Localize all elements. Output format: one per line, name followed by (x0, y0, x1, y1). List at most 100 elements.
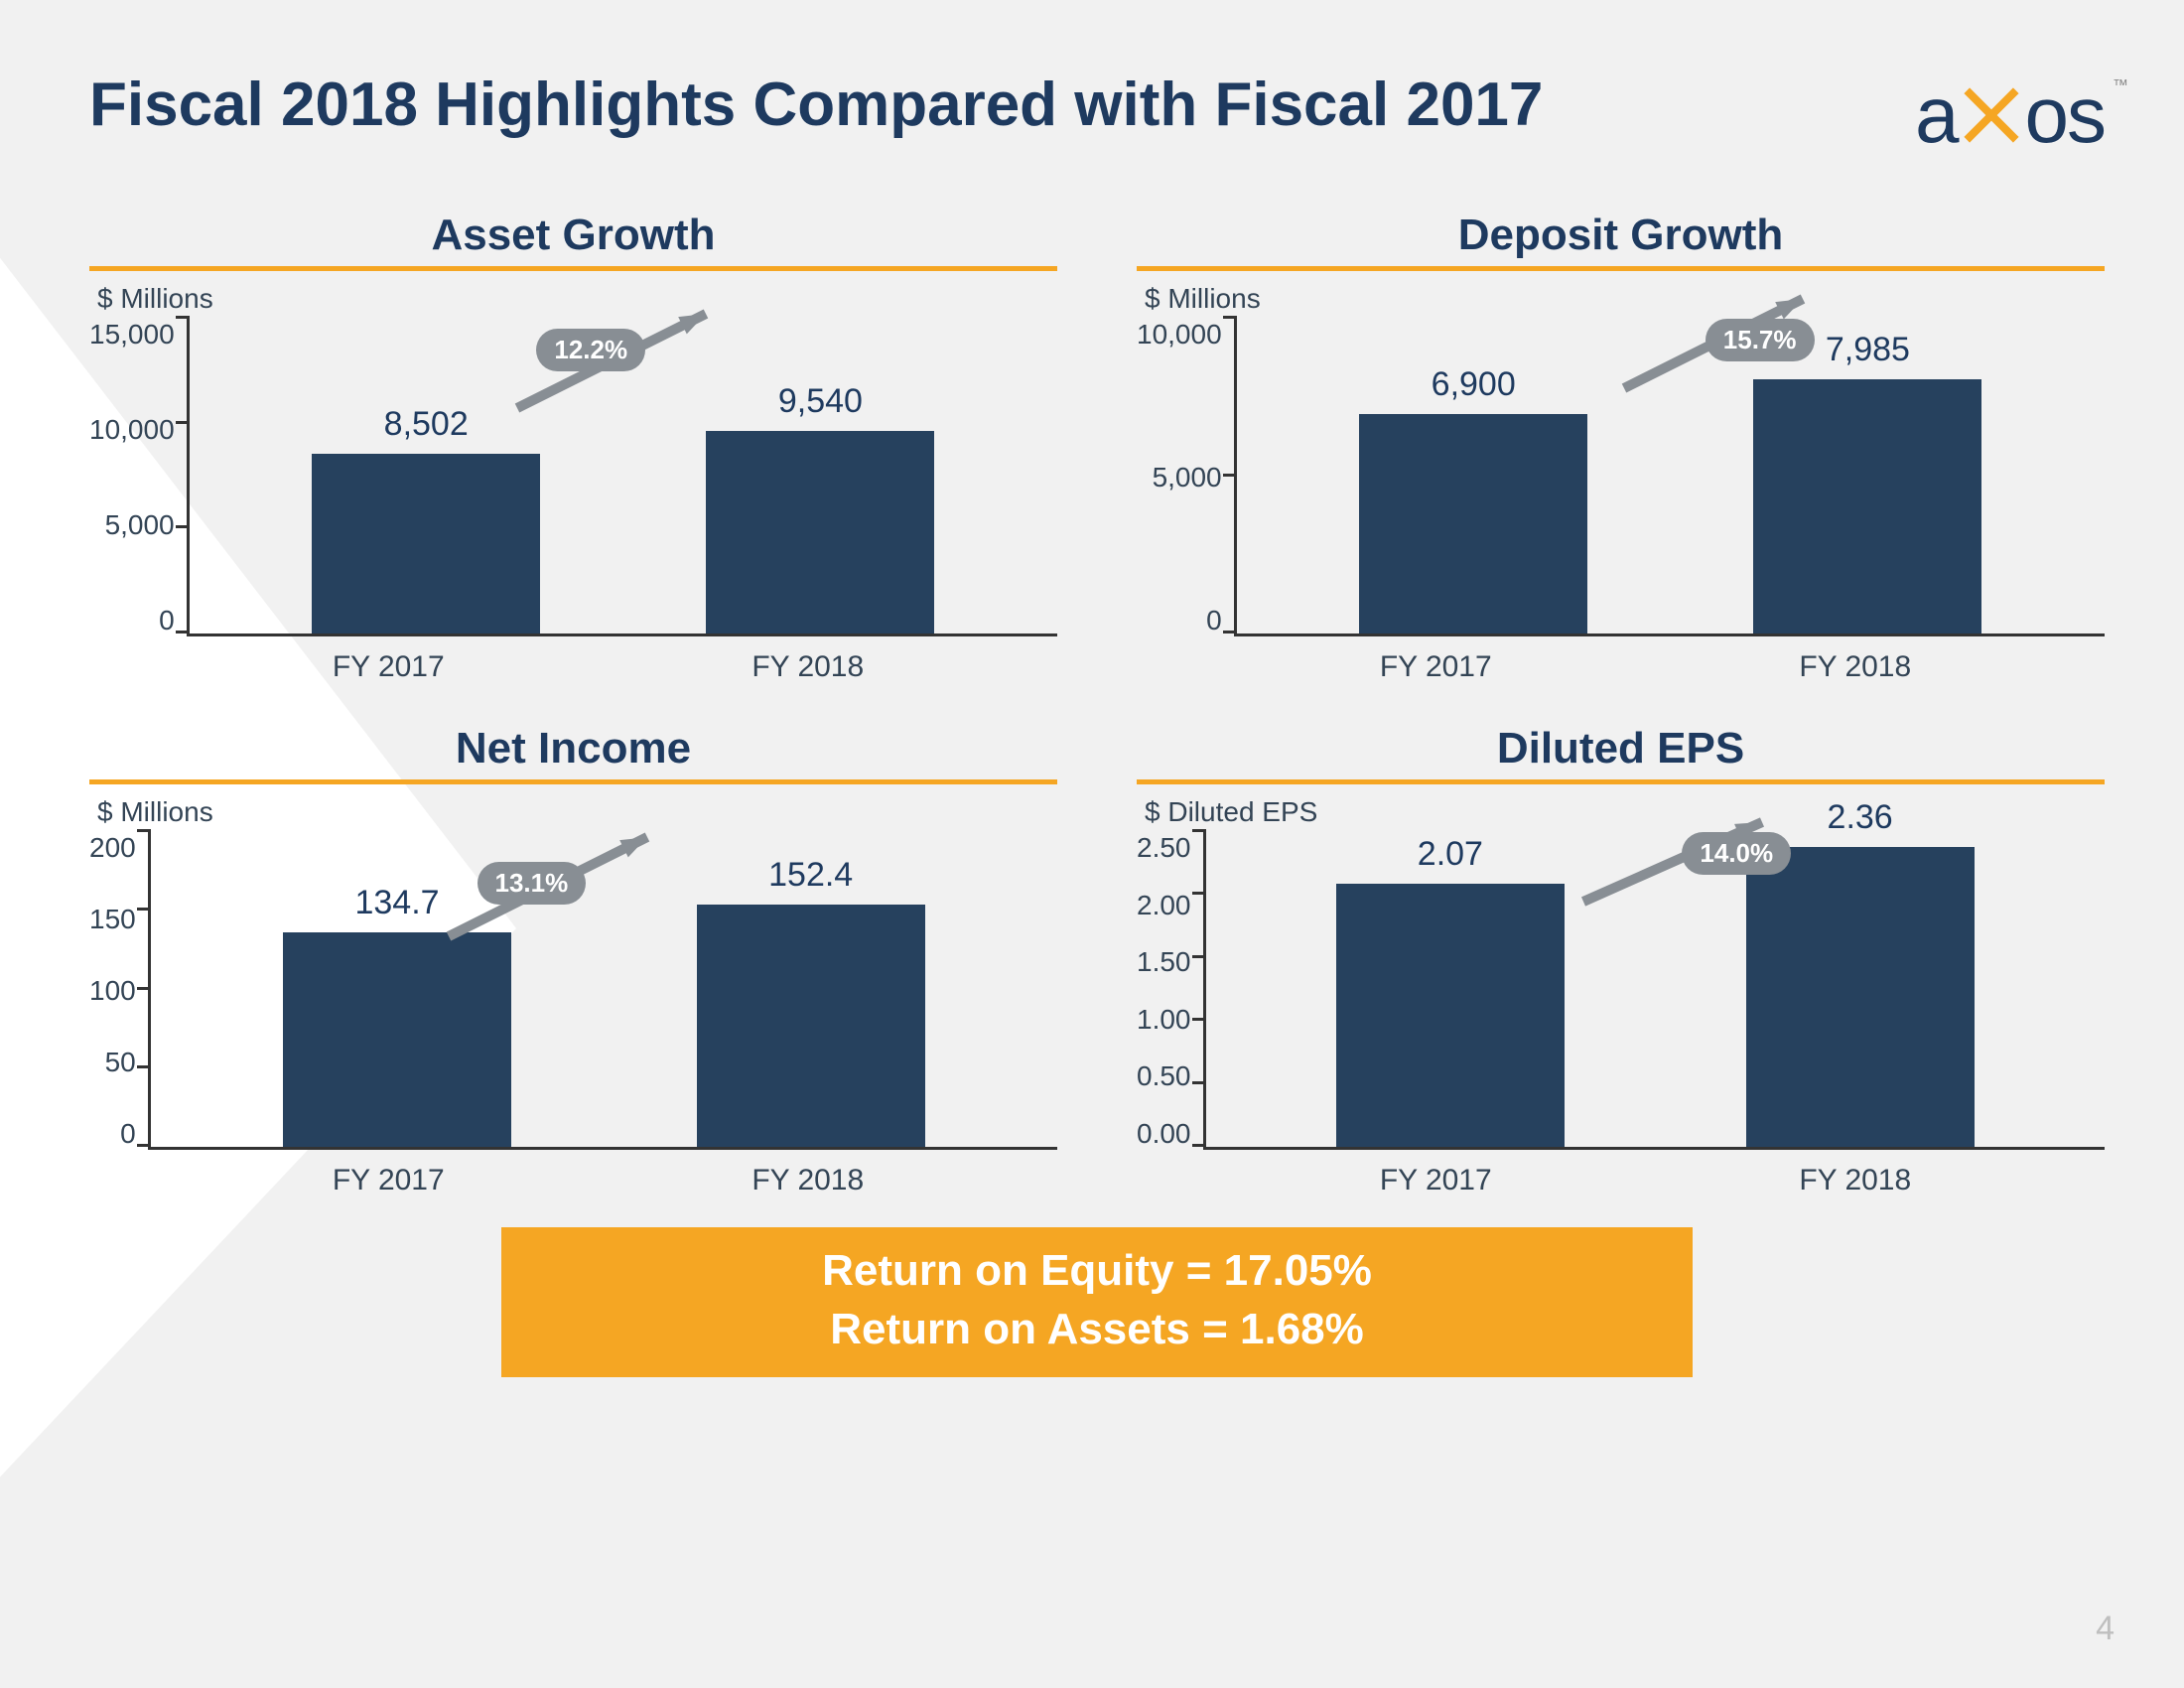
y-tick-mark (137, 1144, 151, 1147)
bar (283, 932, 511, 1147)
x-tick-label: FY 2017 (259, 1164, 517, 1197)
y-tick-label: 10,000 (1137, 319, 1222, 351)
logo-x-icon (1962, 85, 2021, 145)
bar (706, 431, 934, 633)
plot: 8,502 9,540 12.2% (187, 319, 1057, 636)
y-tick-mark (176, 316, 190, 319)
growth-badge: 13.1% (478, 862, 587, 905)
y-tick-mark (1192, 1081, 1206, 1084)
bar-group: 152.4 (682, 856, 940, 1147)
x-tick-label: FY 2018 (1726, 1164, 1984, 1197)
bar-value-label: 134.7 (354, 884, 439, 922)
x-tick-label: FY 2017 (259, 650, 517, 684)
y-tick-mark (1223, 474, 1237, 477)
plot: 2.072.3614.0% (1203, 832, 2106, 1150)
bar-group: 6,900 (1344, 365, 1602, 633)
chart-area: 2.502.001.501.000.500.002.072.3614.0% (1137, 832, 2105, 1150)
panel-asset-growth: Asset Growth$ Millions15,00010,0005,0000… (89, 211, 1057, 684)
y-tick-label: 50 (105, 1047, 136, 1078)
y-tick-label: 5,000 (1153, 462, 1222, 493)
x-axis: FY 2017 FY 2018 (1137, 1150, 2105, 1197)
bar-group: 9,540 (691, 382, 949, 633)
bar (1336, 884, 1565, 1147)
y-tick-mark (176, 525, 190, 528)
y-tick-mark (1192, 829, 1206, 832)
x-tick-label: FY 2017 (1306, 1164, 1565, 1197)
header: Fiscal 2018 Highlights Compared with Fis… (89, 70, 2105, 161)
y-tick-label: 1.00 (1137, 1004, 1191, 1036)
chart-area: 200 150 100 50 0 134.7 152.4 13.1% (89, 832, 1057, 1150)
y-tick-label: 150 (89, 904, 136, 935)
bar-value-label: 2.36 (1828, 798, 1893, 837)
y-tick-mark (137, 908, 151, 911)
return-on-assets: Return on Assets = 1.68% (501, 1300, 1693, 1358)
y-tick-mark (1223, 316, 1237, 319)
bar-value-label: 2.07 (1418, 835, 1483, 874)
y-tick-label: 1.50 (1137, 946, 1191, 978)
panel-net-income: Net Income$ Millions200150100500134.7152… (89, 724, 1057, 1197)
bar-value-label: 152.4 (768, 856, 853, 895)
panel-rule (1137, 266, 2105, 271)
bar (312, 454, 540, 633)
slide: Fiscal 2018 Highlights Compared with Fis… (0, 0, 2184, 1688)
y-tick-mark (1192, 1144, 1206, 1147)
x-axis: FY 2017 FY 2018 (89, 1150, 1057, 1197)
y-tick-label: 0 (120, 1118, 136, 1150)
y-tick-label: 0.50 (1137, 1060, 1191, 1092)
x-axis: FY 2017 FY 2018 (1137, 636, 2105, 684)
panel-rule (89, 266, 1057, 271)
panel-deposit-growth: Deposit Growth$ Millions10,0005,00006,90… (1137, 211, 2105, 684)
x-axis: FY 2017FY 2018 (89, 636, 1057, 684)
plot: 6,900 7,985 15.7% (1234, 319, 2105, 636)
y-axis: 2.502.001.501.000.500.00 (1137, 832, 1203, 1150)
y-tick-mark (176, 421, 190, 424)
y-axis: 15,00010,0005,0000 (89, 319, 187, 636)
x-tick-label: FY 2018 (1726, 650, 1984, 684)
bar-group: 2.07 (1321, 835, 1579, 1147)
return-on-equity: Return on Equity = 17.05% (501, 1241, 1693, 1300)
y-tick-mark (176, 631, 190, 633)
y-tick-mark (1192, 1018, 1206, 1021)
page-number: 4 (2096, 1610, 2115, 1648)
y-tick-mark (1192, 955, 1206, 958)
y-tick-mark (137, 1065, 151, 1068)
panel-diluted-eps: Diluted EPS$ Diluted EPS2.502.001.501.00… (1137, 724, 2105, 1197)
chart-grid: Asset Growth$ Millions15,00010,0005,0000… (89, 211, 2105, 1197)
x-tick-label: FY 2018 (679, 1164, 937, 1197)
y-tick-mark (137, 987, 151, 990)
chart-area: 10,000 5,000 0 6,900 7,985 15.7% (1137, 319, 2105, 636)
x-tick-label: FY 2017 (1306, 650, 1565, 684)
y-tick-mark (1192, 892, 1206, 895)
bar (1359, 414, 1587, 633)
y-tick-label: 0 (159, 605, 175, 636)
panel-title: Deposit Growth (1137, 211, 2105, 266)
growth-badge: 15.7% (1706, 319, 1815, 361)
y-tick-label: 0.00 (1137, 1118, 1191, 1150)
panel-title: Net Income (89, 724, 1057, 779)
chart-area: 15,00010,0005,00008,5029,54012.2% (89, 319, 1057, 636)
logo-letter-a: a (1915, 70, 1958, 161)
y-tick-label: 2.00 (1137, 890, 1191, 921)
bar-value-label: 7,985 (1826, 331, 1910, 369)
y-tick-mark (137, 829, 151, 832)
y-tick-label: 0 (1206, 605, 1222, 636)
y-tick-mark (1223, 631, 1237, 633)
panel-rule (89, 779, 1057, 784)
growth-badge: 14.0% (1682, 832, 1791, 875)
y-tick-label: 200 (89, 832, 136, 864)
y-tick-label: 10,000 (89, 414, 175, 446)
bar-value-label: 9,540 (778, 382, 863, 421)
returns-callout: Return on Equity = 17.05% Return on Asse… (501, 1227, 1693, 1377)
bar (1753, 379, 1981, 633)
y-axis: 10,000 5,000 0 (1137, 319, 1234, 636)
bar-group: 8,502 (297, 405, 555, 633)
y-axis: 200 150 100 50 0 (89, 832, 148, 1150)
panel-title: Asset Growth (89, 211, 1057, 266)
page-title: Fiscal 2018 Highlights Compared with Fis… (89, 70, 1543, 140)
y-tick-label: 15,000 (89, 319, 175, 351)
plot: 134.7 152.4 13.1% (148, 832, 1057, 1150)
panel-rule (1137, 779, 2105, 784)
y-tick-label: 100 (89, 975, 136, 1007)
logo-trademark: ™ (2113, 77, 2126, 95)
growth-badge: 12.2% (536, 329, 645, 371)
